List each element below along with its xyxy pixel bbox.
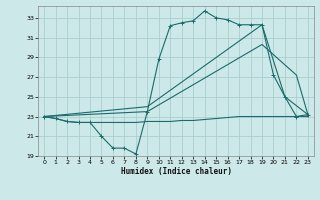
X-axis label: Humidex (Indice chaleur): Humidex (Indice chaleur) — [121, 167, 231, 176]
